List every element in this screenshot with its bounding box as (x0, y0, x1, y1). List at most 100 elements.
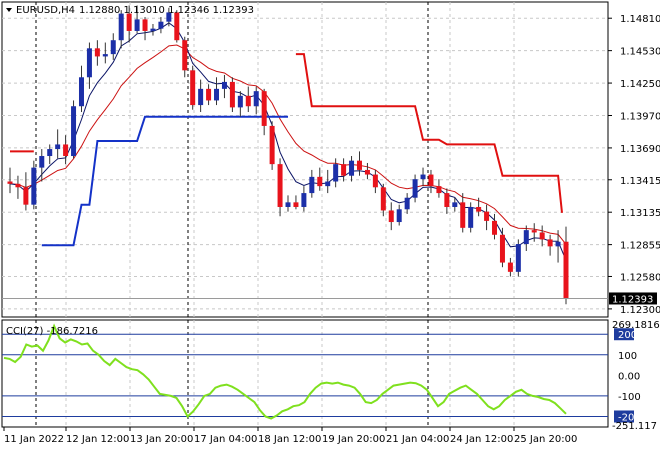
candle-body (523, 230, 529, 245)
candle-body (126, 13, 132, 31)
candle-body (182, 40, 188, 71)
candle-body (15, 183, 21, 188)
grid-lines (2, 2, 608, 427)
candle-body (492, 220, 498, 235)
cci-level-tag (614, 328, 634, 341)
candle-body (23, 187, 29, 205)
candle-body (317, 176, 323, 187)
candle-body (372, 174, 378, 188)
candle-body (206, 88, 212, 101)
cci-tick-label: 200 (618, 330, 637, 341)
candle-body (563, 241, 569, 299)
stop-line-up (41, 115, 288, 247)
time-tick-label: 11 Jan 2022 (4, 434, 64, 445)
current-price-tag: 1.12393 (609, 292, 657, 305)
price-axis[interactable]: 1.14810 1.14530 1.14250 1.13970 1.13690 1.134… (608, 14, 660, 316)
candle-body (245, 95, 251, 107)
trailing-stop-lines (10, 53, 563, 247)
stop-line-down (295, 53, 563, 213)
candle-body (309, 176, 315, 194)
candle-body (7, 181, 13, 184)
candle-body (531, 230, 537, 233)
candle-body (325, 181, 331, 187)
candle-body (364, 169, 370, 175)
price-tick-label: 1.13415 (620, 176, 660, 187)
candle-body (468, 206, 474, 228)
price-tick-label: 1.12580 (620, 272, 660, 283)
cci-tick-label: 269.1816 (612, 320, 660, 331)
time-tick-label: 17 Jan 04:00 (194, 434, 257, 445)
cci-levels (2, 333, 608, 417)
price-tick-label: 1.14810 (620, 14, 660, 25)
time-tick-label: 21 Jan 04:00 (386, 434, 449, 445)
candle-body (39, 156, 45, 168)
candle-body (118, 13, 124, 41)
candle-body (102, 54, 108, 57)
candle-body (142, 19, 148, 31)
candle-body (428, 174, 434, 187)
candle-body (333, 164, 339, 182)
cci-panel[interactable] (1, 319, 609, 428)
candle-body (539, 232, 545, 240)
candlesticks (7, 5, 569, 305)
cci-tick-label: 100 (618, 351, 637, 362)
cci-level-tag (614, 410, 634, 423)
candle-body (452, 202, 458, 207)
candle-body (110, 40, 116, 55)
candle-body (277, 164, 283, 207)
candle-body (547, 239, 553, 247)
cci-title: CCI(27) -186.7216 (6, 326, 98, 337)
candle-body (158, 21, 164, 29)
candle-body (404, 197, 410, 210)
candle-body (150, 28, 156, 31)
candle-body (436, 186, 442, 194)
candle-body (341, 164, 347, 176)
chart-menu-triangle-icon[interactable] (6, 8, 12, 12)
candle-body (380, 187, 386, 211)
candle-body (444, 193, 450, 207)
price-tick-label: 1.14530 (620, 47, 660, 58)
price-tick-label: 1.14250 (620, 79, 660, 90)
cci-tick-label: 0.00 (618, 371, 640, 382)
period-separators (35, 2, 429, 427)
candle-body (396, 209, 402, 223)
candle-body (86, 48, 92, 78)
candle-body (388, 210, 394, 223)
time-tick-label: 19 Jan 20:00 (322, 434, 385, 445)
candle-body (301, 193, 307, 207)
candle-body (134, 19, 140, 31)
candle-body (78, 77, 84, 107)
ohlc-readout: 1.12880 1.13010 1.12346 1.12393 (79, 5, 254, 16)
candle-body (293, 202, 299, 207)
candle-body (285, 202, 291, 207)
candle-body (55, 144, 61, 150)
candle-body (555, 241, 561, 247)
time-tick-label: 24 Jan 12:00 (450, 434, 513, 445)
candle-body (420, 174, 426, 180)
symbol-timeframe: EURUSD,H4 (16, 5, 75, 16)
candle-body (71, 106, 77, 157)
candle-body (94, 48, 100, 57)
candle-body (460, 202, 466, 228)
candle-body (253, 91, 259, 107)
time-tick-label: 12 Jan 12:00 (66, 434, 129, 445)
cci-tick-label: -200 (618, 412, 641, 423)
cci-tick-label: -100 (618, 392, 641, 403)
candle-body (349, 160, 355, 176)
time-tick-label: 18 Jan 12:00 (258, 434, 321, 445)
candle-body (269, 125, 275, 165)
cci-line (3, 323, 567, 420)
candle-body (63, 144, 69, 157)
candle-body (412, 179, 418, 198)
candle-body (484, 211, 490, 221)
time-axis[interactable]: 11 Jan 2022 12 Jan 12:00 13 Jan 20:00 17 Ja… (3, 427, 577, 445)
time-tick-label: 25 Jan 20:00 (514, 434, 577, 445)
candle-body (190, 70, 196, 106)
candle-body (31, 167, 37, 205)
candle-body (166, 12, 172, 22)
time-tick-label: 13 Jan 20:00 (130, 434, 193, 445)
candle-body (515, 244, 521, 272)
cci-tick-label: -251.117 (612, 421, 657, 432)
